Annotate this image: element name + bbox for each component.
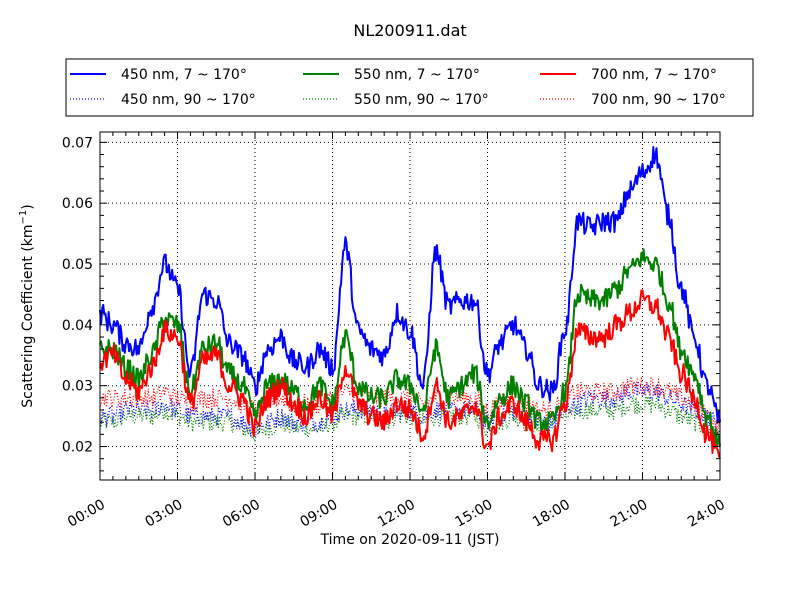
- x-tick-label: 06:00: [220, 497, 263, 531]
- legend-label: 450 nm, 7 ~ 170°: [121, 67, 247, 83]
- y-axis-label-sup: −1: [18, 210, 29, 225]
- x-tick-label: 15:00: [453, 497, 496, 531]
- series-line-450-nm-7-170-: [99, 146, 721, 424]
- axis-ticks: [99, 132, 721, 480]
- series-layer: [99, 146, 721, 460]
- series-line-550-nm-90-170-: [99, 394, 721, 445]
- x-tick-label: 00:00: [65, 497, 108, 531]
- chart-title: NL200911.dat: [353, 21, 466, 40]
- y-tick-label: 0.06: [62, 196, 93, 212]
- x-tick-label: 21:00: [608, 497, 651, 531]
- legend: 450 nm, 7 ~ 170° 550 nm, 7 ~ 170° 700 nm, …: [65, 58, 754, 117]
- series-line-700-nm-90-170-: [99, 376, 721, 436]
- y-tick-label: 0.04: [62, 318, 93, 334]
- series-line-550-nm-7-170-: [99, 248, 721, 449]
- y-tick-label: 0.05: [62, 257, 93, 273]
- legend-label: 700 nm, 7 ~ 170°: [591, 67, 717, 83]
- y-axis-label-main: Scattering Coefficient (km: [20, 224, 36, 407]
- y-axis-label-close: ): [20, 204, 36, 209]
- x-tick-label: 12:00: [375, 497, 418, 531]
- y-tick-labels: 0.02 0.03 0.04 0.05 0.06 0.07: [62, 135, 93, 455]
- x-axis-label: Time on 2020-09-11 (JST): [320, 532, 500, 548]
- x-tick-label: 24:00: [685, 497, 728, 531]
- y-axis-label: Scattering Coefficient (km−1): [18, 204, 36, 408]
- legend-label: 700 nm, 90 ~ 170°: [591, 92, 726, 108]
- plot-background: [100, 132, 720, 480]
- legend-label: 550 nm, 90 ~ 170°: [354, 92, 489, 108]
- legend-label: 450 nm, 90 ~ 170°: [121, 92, 256, 108]
- y-tick-label: 0.02: [62, 440, 93, 456]
- x-tick-labels: 00:00 03:00 06:00 09:00 12:00 15:00 18:00 21:00…: [65, 497, 728, 531]
- x-tick-label: 03:00: [143, 497, 186, 531]
- y-tick-label: 0.07: [62, 135, 93, 151]
- x-tick-label: 18:00: [530, 497, 573, 531]
- x-tick-label: 09:00: [298, 497, 341, 531]
- legend-frame: [65, 58, 754, 117]
- y-tick-label: 0.03: [62, 379, 93, 395]
- plot-area: [99, 131, 721, 481]
- series-line-700-nm-7-170-: [99, 289, 721, 460]
- legend-label: 550 nm, 7 ~ 170°: [354, 67, 480, 83]
